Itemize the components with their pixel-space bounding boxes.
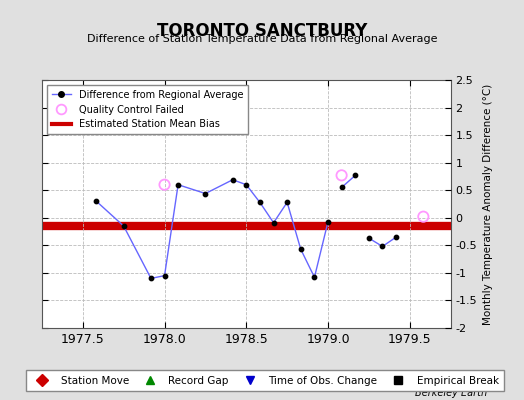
Point: [337, 184, 346, 191]
Point: [174, 182, 182, 188]
Point: [201, 190, 210, 197]
Point: [392, 234, 400, 240]
Point: [160, 272, 169, 279]
Point: [351, 172, 359, 178]
Point: [378, 243, 387, 250]
Point: [365, 235, 373, 241]
Point: [160, 182, 169, 188]
Y-axis label: Monthly Temperature Anomaly Difference (°C): Monthly Temperature Anomaly Difference (…: [483, 83, 493, 325]
Point: [310, 274, 319, 280]
Point: [256, 199, 264, 206]
Text: Difference of Station Temperature Data from Regional Average: Difference of Station Temperature Data f…: [87, 34, 437, 44]
Point: [92, 198, 101, 204]
Text: TORONTO SANCTBURY: TORONTO SANCTBURY: [157, 22, 367, 40]
Point: [147, 275, 155, 282]
Point: [269, 220, 278, 226]
Legend: Station Move, Record Gap, Time of Obs. Change, Empirical Break: Station Move, Record Gap, Time of Obs. C…: [26, 370, 504, 391]
Legend: Difference from Regional Average, Quality Control Failed, Estimated Station Mean: Difference from Regional Average, Qualit…: [47, 85, 248, 134]
Point: [337, 172, 346, 178]
Point: [324, 218, 332, 225]
Point: [297, 246, 305, 252]
Point: [228, 176, 237, 183]
Point: [119, 223, 128, 229]
Text: Berkeley Earth: Berkeley Earth: [415, 388, 487, 398]
Point: [242, 182, 250, 188]
Point: [419, 214, 428, 220]
Point: [283, 199, 291, 206]
